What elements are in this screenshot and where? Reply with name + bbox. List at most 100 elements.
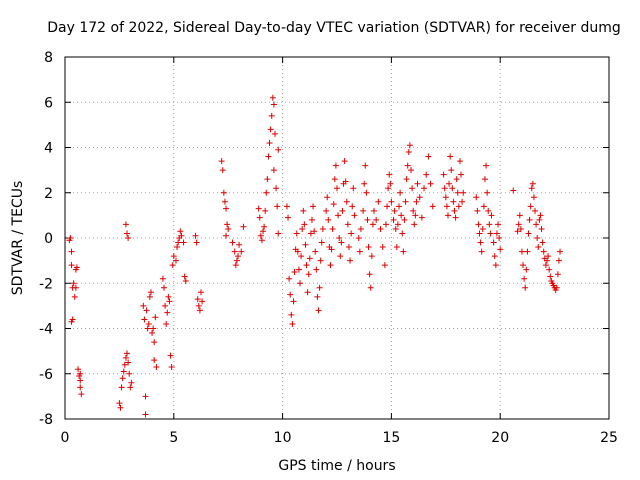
data-point	[165, 293, 172, 300]
data-point	[285, 214, 292, 221]
x-tick-label: 20	[491, 430, 509, 446]
data-point	[334, 185, 340, 192]
data-point	[153, 363, 160, 370]
y-tick-label: -2	[39, 276, 53, 292]
data-point	[126, 370, 133, 377]
data-point	[122, 221, 129, 228]
data-point	[312, 248, 319, 255]
data-point	[73, 264, 80, 271]
data-point	[122, 354, 129, 361]
data-point	[223, 205, 230, 212]
data-point	[368, 253, 375, 260]
data-point	[161, 284, 168, 291]
data-point	[124, 230, 131, 237]
data-point	[336, 235, 343, 241]
data-point	[517, 225, 524, 232]
data-point	[543, 257, 550, 264]
data-point	[151, 357, 158, 364]
data-point	[373, 216, 380, 223]
data-point	[397, 189, 404, 196]
y-tick-label: 8	[44, 50, 53, 66]
data-point	[364, 216, 371, 223]
data-point	[265, 153, 272, 160]
data-point	[170, 253, 177, 260]
data-point	[68, 318, 75, 325]
data-point	[256, 214, 263, 221]
data-point	[258, 237, 265, 244]
data-point	[452, 214, 459, 221]
data-point	[385, 185, 392, 192]
data-point	[388, 198, 395, 205]
data-point	[199, 298, 206, 305]
y-tick-label: 2	[44, 186, 53, 202]
data-point	[495, 221, 502, 228]
data-point	[159, 275, 166, 282]
data-point	[350, 185, 357, 192]
data-point	[553, 284, 560, 291]
data-point	[514, 228, 521, 235]
data-point	[273, 185, 280, 192]
x-tick-label: 10	[274, 430, 292, 446]
y-tick-label: -6	[39, 367, 53, 383]
data-point	[403, 176, 410, 183]
data-point	[459, 198, 466, 205]
data-point	[485, 207, 492, 214]
data-point	[67, 235, 74, 241]
data-point	[140, 302, 147, 309]
data-point	[481, 176, 488, 183]
data-point	[454, 189, 461, 196]
data-point	[522, 284, 529, 291]
data-point	[460, 189, 467, 196]
data-point	[393, 244, 400, 251]
data-point	[392, 225, 399, 232]
data-point	[342, 178, 349, 185]
data-point	[325, 216, 332, 223]
x-axis-label: GPS time / hours	[278, 458, 395, 474]
data-point	[528, 185, 535, 192]
data-point	[236, 241, 243, 248]
data-point	[169, 262, 176, 269]
data-point	[443, 203, 450, 210]
data-point	[391, 207, 398, 214]
data-point	[493, 230, 500, 237]
data-point	[75, 366, 82, 373]
data-point	[545, 253, 552, 260]
data-point	[196, 307, 203, 314]
data-point	[194, 296, 201, 303]
data-point	[398, 212, 405, 219]
data-point	[451, 207, 458, 214]
data-point	[174, 244, 181, 251]
data-point	[223, 232, 230, 239]
data-point	[177, 228, 184, 235]
data-point	[288, 311, 295, 318]
data-point	[416, 194, 423, 201]
data-point	[557, 248, 564, 255]
data-point	[538, 225, 545, 232]
data-point	[411, 221, 418, 228]
data-point	[275, 230, 282, 237]
data-point	[382, 221, 389, 228]
data-point	[261, 223, 268, 230]
data-point	[329, 225, 336, 232]
data-point	[546, 266, 553, 273]
data-point	[474, 207, 481, 214]
data-point	[298, 253, 305, 260]
data-point	[78, 391, 85, 398]
data-point	[355, 235, 362, 241]
data-point	[473, 194, 480, 201]
data-point	[117, 404, 124, 411]
data-point	[399, 230, 406, 237]
x-tick-label: 25	[600, 430, 618, 446]
data-point	[294, 248, 301, 255]
data-point	[71, 293, 78, 300]
data-point	[518, 248, 525, 255]
data-point	[479, 225, 486, 232]
data-point	[121, 361, 128, 368]
data-point	[404, 162, 411, 169]
data-point	[313, 266, 320, 273]
data-point	[475, 221, 482, 228]
data-point	[525, 230, 532, 237]
data-point	[427, 180, 434, 187]
data-point	[484, 189, 491, 196]
